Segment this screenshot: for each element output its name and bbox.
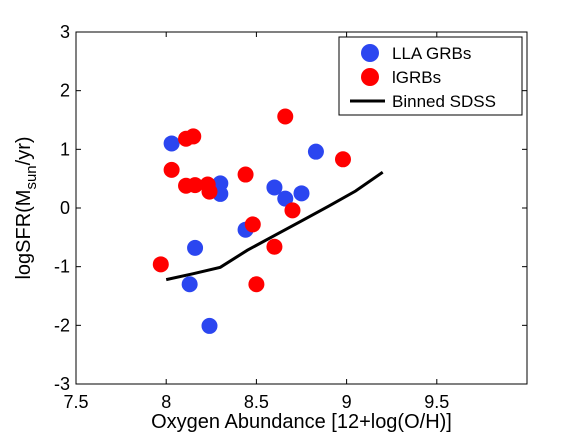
x-tick-label: 8 (161, 392, 171, 412)
data-point-lgrb (187, 177, 204, 194)
data-point-lla-grb (307, 143, 324, 160)
legend-marker-lgrbs (361, 68, 379, 86)
legend: LLA GRBs lGRBs Binned SDSS (338, 36, 523, 116)
data-point-lla-grb (163, 135, 180, 152)
legend-label-lgrbs: lGRBs (392, 68, 441, 87)
y-axis-label-prefix: logSFR(M (13, 190, 35, 280)
x-axis-label: Oxygen Abundance [12+log(O/H)] (151, 411, 452, 433)
data-point-lgrb (152, 256, 169, 273)
data-point-lgrb (237, 166, 254, 183)
data-point-lgrb (248, 276, 265, 293)
sdss-line-layer (165, 170, 384, 282)
x-tick-label: 9.5 (424, 392, 449, 412)
y-tick-label: 2 (60, 81, 70, 101)
y-tick-label: 1 (60, 139, 70, 159)
legend-label-lla-grbs: LLA GRBs (392, 44, 471, 63)
x-tick-label: 9 (342, 392, 352, 412)
y-tick-label: -3 (54, 374, 70, 394)
y-tick-label: 0 (60, 198, 70, 218)
data-point-lla-grb (277, 190, 294, 207)
y-tick-label: 3 (60, 22, 70, 42)
series-line-binned-sdss (165, 170, 384, 282)
data-point-lgrb (185, 128, 202, 145)
x-tick-label: 7.5 (63, 392, 88, 412)
data-point-lgrb (277, 108, 294, 125)
data-point-lla-grb (187, 239, 204, 256)
x-tick-label: 8.5 (244, 392, 269, 412)
y-axis-label-suffix: /yr) (13, 136, 35, 165)
data-point-lla-grb (293, 185, 310, 202)
data-point-lla-grb (201, 317, 218, 334)
data-point-lgrb (266, 238, 283, 255)
y-tick-label: -1 (54, 257, 70, 277)
legend-marker-lla-grbs (361, 44, 379, 62)
legend-label-binned-sdss: Binned SDSS (392, 92, 496, 111)
data-point-lgrb (334, 151, 351, 168)
data-point-lla-grb (266, 179, 283, 196)
data-point-lgrb (201, 183, 218, 200)
axes-layer: 7.5 8 8.5 9 9.5 -3 -2 -1 0 1 2 3 (54, 22, 527, 412)
points-layer (152, 108, 351, 334)
y-axis-label: logSFR(Msun/yr) (13, 136, 40, 279)
data-point-lgrb (284, 202, 301, 219)
data-point-lgrb (163, 161, 180, 178)
data-point-lla-grb (181, 276, 198, 293)
y-tick-label: -2 (54, 315, 70, 335)
y-axis-label-subscript: sun (23, 165, 40, 189)
data-point-lgrb (244, 216, 261, 233)
